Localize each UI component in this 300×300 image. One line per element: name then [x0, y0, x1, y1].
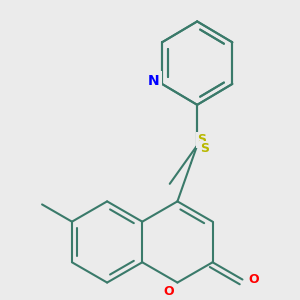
Text: S: S [197, 134, 206, 146]
Text: O: O [163, 285, 174, 298]
Text: N: N [148, 74, 159, 88]
Text: S: S [200, 142, 209, 155]
Text: O: O [248, 273, 259, 286]
Text: N: N [148, 73, 160, 87]
